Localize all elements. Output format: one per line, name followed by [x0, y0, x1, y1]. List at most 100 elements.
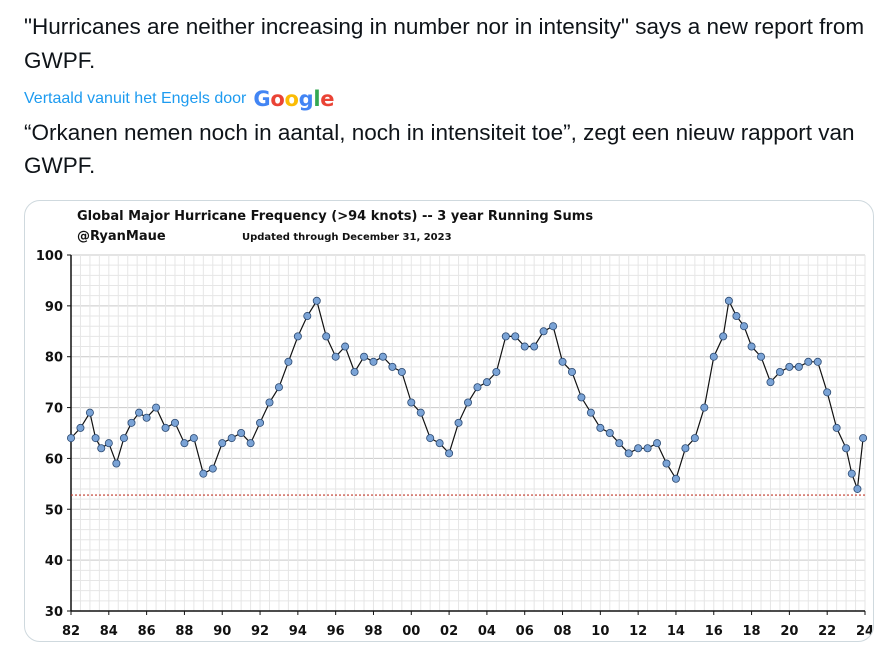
data-point [724, 296, 733, 305]
y-tick-label: 30 [45, 605, 63, 620]
data-point [360, 352, 369, 361]
x-tick-label: 00 [402, 624, 420, 639]
data-point [653, 439, 662, 448]
data-point [709, 352, 718, 361]
data-point [67, 434, 76, 443]
data-point [397, 367, 406, 376]
google-logo: Google [253, 87, 334, 111]
data-point [690, 434, 699, 443]
data-point [180, 439, 189, 448]
data-point [681, 444, 690, 453]
data-point [719, 332, 728, 341]
data-point [785, 362, 794, 371]
y-tick-label: 40 [45, 554, 63, 569]
data-point [624, 449, 633, 458]
y-tick-label: 60 [45, 452, 63, 467]
data-point [473, 383, 482, 392]
chart-updated-note: Updated through December 31, 2023 [242, 232, 452, 243]
data-point [142, 413, 151, 422]
data-point [766, 378, 775, 387]
data-point [119, 434, 128, 443]
x-tick-label: 12 [629, 624, 647, 639]
data-point [586, 408, 595, 417]
tweet-translated-text: “Orkanen nemen noch in aantal, noch in i… [24, 120, 855, 178]
data-point [322, 332, 331, 341]
data-point [127, 418, 136, 427]
data-point [482, 378, 491, 387]
data-point [615, 439, 624, 448]
data-point [813, 357, 822, 366]
data-point [246, 439, 255, 448]
x-tick-label: 06 [516, 624, 534, 639]
data-point [170, 418, 179, 427]
x-tick-label: 22 [818, 624, 836, 639]
data-point [520, 342, 529, 351]
y-axis-ticks: 100 90 80 70 60 50 40 30 [36, 249, 71, 620]
x-tick-label: 08 [553, 624, 571, 639]
y-tick-label: 90 [45, 300, 63, 315]
data-point [671, 474, 680, 483]
data-point [662, 459, 671, 468]
chart-grid [70, 254, 866, 612]
data-point [700, 403, 709, 412]
data-point [189, 434, 198, 443]
y-tick-label: 70 [45, 402, 63, 417]
x-tick-label: 16 [705, 624, 723, 639]
data-point [152, 403, 161, 412]
x-tick-label: 20 [780, 624, 798, 639]
x-tick-label: 96 [327, 624, 345, 639]
data-point [501, 332, 510, 341]
translation-label-link[interactable]: Vertaald vanuit het Engels door [24, 90, 247, 107]
data-point [378, 352, 387, 361]
data-point [407, 398, 416, 407]
data-point [794, 362, 803, 371]
data-point [757, 352, 766, 361]
data-point [740, 322, 749, 331]
data-point [104, 439, 113, 448]
data-point [832, 423, 841, 432]
data-point [445, 449, 454, 458]
data-point [256, 418, 265, 427]
data-point [208, 464, 217, 473]
x-tick-label: 10 [591, 624, 609, 639]
x-tick-label: 90 [213, 624, 231, 639]
data-point [775, 367, 784, 376]
x-tick-label: 94 [289, 624, 307, 639]
google-logo-letter: G [253, 87, 271, 111]
google-logo-letter: o [270, 87, 285, 111]
google-logo-letter: e [320, 87, 335, 111]
data-point [823, 388, 832, 397]
data-point [416, 408, 425, 417]
data-point [388, 362, 397, 371]
x-tick-label: 02 [440, 624, 458, 639]
x-tick-label: 24 [856, 624, 873, 639]
data-point [549, 322, 558, 331]
data-point [274, 383, 283, 392]
data-point [435, 439, 444, 448]
x-tick-label: 98 [364, 624, 382, 639]
data-point [511, 332, 520, 341]
chart-title: Global Major Hurricane Frequency (>94 kn… [77, 209, 593, 224]
data-point [463, 398, 472, 407]
x-tick-label: 86 [138, 624, 156, 639]
data-point [284, 357, 293, 366]
data-point [341, 342, 350, 351]
data-point [859, 434, 868, 443]
tweet-media-image[interactable]: Global Major Hurricane Frequency (>94 kn… [24, 200, 874, 642]
data-point [454, 418, 463, 427]
data-point [577, 393, 586, 402]
data-point [530, 342, 539, 351]
x-tick-label: 92 [251, 624, 269, 639]
data-point [804, 357, 813, 366]
x-axis-ticks: 82 84 86 88 90 92 94 96 98 00 02 04 06 08 10 12 14 16 18 20… [62, 611, 873, 639]
data-point [312, 296, 321, 305]
data-point [842, 444, 851, 453]
data-point [369, 357, 378, 366]
x-tick-label: 82 [62, 624, 80, 639]
google-logo-letter: l [313, 87, 321, 111]
data-point [539, 327, 548, 336]
data-point [97, 444, 106, 453]
data-point [91, 434, 100, 443]
data-point [350, 367, 359, 376]
x-tick-label: 84 [100, 624, 118, 639]
